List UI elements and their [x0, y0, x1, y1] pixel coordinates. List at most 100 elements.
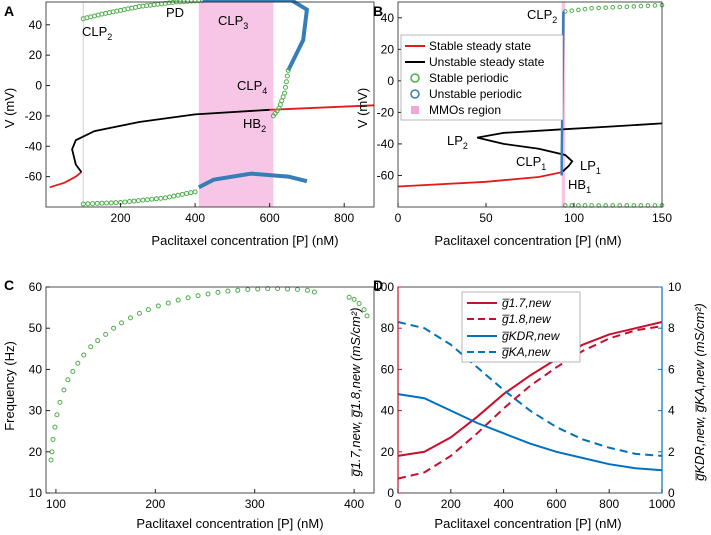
panel-a-label: A	[4, 3, 14, 19]
panel-b-ytick-label: -40	[377, 137, 395, 151]
stable-po-max-right-point	[282, 84, 288, 90]
frequency-point	[88, 344, 94, 350]
panel-a-ytick-label: 20	[29, 48, 43, 62]
frequency-point	[235, 287, 241, 293]
panel-d-xtick-label: 800	[599, 497, 619, 511]
panel-d-right-ytick-label: 4	[668, 404, 675, 418]
annot-clp2-a: CLP2	[82, 24, 112, 42]
frequency-point	[52, 424, 58, 430]
panel-b-frame	[397, 1, 663, 208]
annot-lp1: LP1	[580, 158, 601, 176]
stable-po-max-b-point	[610, 5, 616, 10]
svg-text:Stable periodic: Stable periodic	[429, 71, 508, 85]
stable-po-min-point	[162, 195, 168, 201]
stable-po-min-point	[135, 198, 141, 204]
stable-po-min-point	[144, 197, 150, 203]
frequency-point	[127, 315, 133, 321]
stable-po-min-point	[149, 196, 155, 202]
panel-c-ytick-label: 50	[29, 321, 43, 335]
series-g17	[397, 321, 663, 457]
frequency-point	[351, 296, 357, 302]
frequency-point	[81, 352, 87, 358]
panel-c-plot: 100 200 300 400 60 50 40 30 20 10	[29, 280, 375, 511]
series-stable-ss-right-a	[269, 104, 375, 111]
panel-c-xtick-label: 200	[145, 497, 165, 511]
frequency-point	[103, 331, 109, 337]
panel-b-ytick-label: -20	[377, 105, 395, 119]
panel-a-ytick-label: -60	[25, 170, 43, 184]
stable-po-min-point	[85, 201, 91, 207]
stable-po-max-right-point	[270, 113, 276, 119]
panel-c-frame	[45, 286, 375, 494]
svg-text:Unstable steady state: Unstable steady state	[429, 55, 545, 69]
stable-po-min-point	[104, 200, 110, 206]
panel-d-xtick-label: 400	[494, 497, 514, 511]
panel-d-left-ytick-label: 100	[374, 280, 394, 294]
stable-po-min-point	[131, 198, 137, 204]
panel-a-ytick-label: 40	[29, 18, 43, 32]
panel-c-ytick-label: 30	[29, 404, 43, 418]
frequency-point	[145, 307, 151, 313]
legend-item-g18: g̅1.8,new	[467, 312, 552, 326]
frequency-point	[57, 399, 63, 405]
frequency-point	[364, 313, 370, 319]
series-gKDR	[397, 393, 663, 472]
stable-po-max-right-point	[283, 79, 289, 85]
legend-item-mmo-region: MMOs region	[411, 103, 501, 117]
panel-b: B 0 50 100 150 40 20 0 -20 -40 -60 Paclitaxel con…	[355, 1, 672, 248]
annot-clp1: CLP1	[516, 154, 546, 172]
panel-d-right-ytick-label: 2	[668, 445, 675, 459]
panel-d-label: D	[373, 277, 383, 293]
panel-b-xlabel: Paclitaxel concentration [P] (nM)	[434, 233, 621, 248]
panel-c-xlabel: Paclitaxel concentration [P] (nM)	[136, 516, 323, 531]
stable-po-min-point	[188, 190, 194, 196]
legend-item-gkdr: g̅KDR,new	[467, 329, 561, 343]
panel-d-right-ytick-label: 0	[668, 486, 675, 500]
series-unstable-po-min-a	[197, 171, 308, 190]
panel-c-ytick-label: 10	[29, 486, 43, 500]
panel-d-left-ytick-label: 0	[387, 486, 394, 500]
panel-c: C 100 200 300 400 60 50 40 30 20 10 Paclitaxel co…	[2, 277, 375, 531]
stable-po-max-b-point	[582, 6, 588, 12]
stable-po-max-b-point	[652, 3, 658, 8]
stable-po-max-b-point	[638, 3, 644, 9]
panel-d-xtick-label: 0	[395, 497, 402, 511]
panel-b-xtick-label: 100	[564, 211, 584, 225]
series-unstable-ss-a	[71, 108, 270, 173]
panel-a-frame	[45, 1, 375, 208]
stable-po-min-point	[192, 189, 198, 195]
panel-b-ytick-label: -60	[377, 168, 395, 182]
stable-po-max-b-point	[562, 9, 568, 14]
panel-d-ylabel-left: g̅1.7,new, g̅1.8,new (mS/cm²)	[348, 307, 363, 476]
series-unstable-po-max-a	[202, 0, 310, 72]
stable-po-min-point	[113, 200, 119, 206]
panel-d-right-ytick-label: 6	[668, 362, 675, 376]
panel-d-left-ytick-label: 60	[381, 362, 395, 376]
legend-item-unstable-ss: Unstable steady state	[405, 55, 545, 69]
frequency-point	[50, 436, 56, 442]
panel-b-label: B	[373, 3, 383, 19]
frequency-point	[361, 307, 367, 313]
frequency-point	[311, 289, 317, 295]
panel-c-ytick-label: 40	[29, 362, 43, 376]
annot-hb2: HB2	[243, 116, 266, 134]
frequency-point	[205, 291, 211, 297]
frequency-point	[49, 449, 55, 455]
series-stable-ss-b	[397, 171, 562, 188]
annot-hb1: HB1	[568, 177, 591, 195]
annot-lp2: LP2	[447, 133, 468, 151]
frequency-point	[54, 412, 60, 418]
panel-a-xtick-label: 600	[260, 211, 280, 225]
frequency-point	[61, 387, 67, 393]
panel-b-xtick-label: 0	[395, 211, 402, 225]
frequency-point	[175, 297, 181, 303]
frequency-point	[48, 457, 54, 463]
stable-po-min-point	[184, 191, 190, 197]
panel-b-ytick-label: 40	[381, 11, 395, 25]
svg-text:Stable steady state: Stable steady state	[429, 39, 531, 53]
panel-d-left-ytick-label: 40	[381, 404, 395, 418]
svg-text:g̅KA,new: g̅KA,new	[502, 345, 551, 359]
stable-po-min-point	[122, 199, 128, 205]
stable-po-max-b-point	[631, 4, 637, 9]
